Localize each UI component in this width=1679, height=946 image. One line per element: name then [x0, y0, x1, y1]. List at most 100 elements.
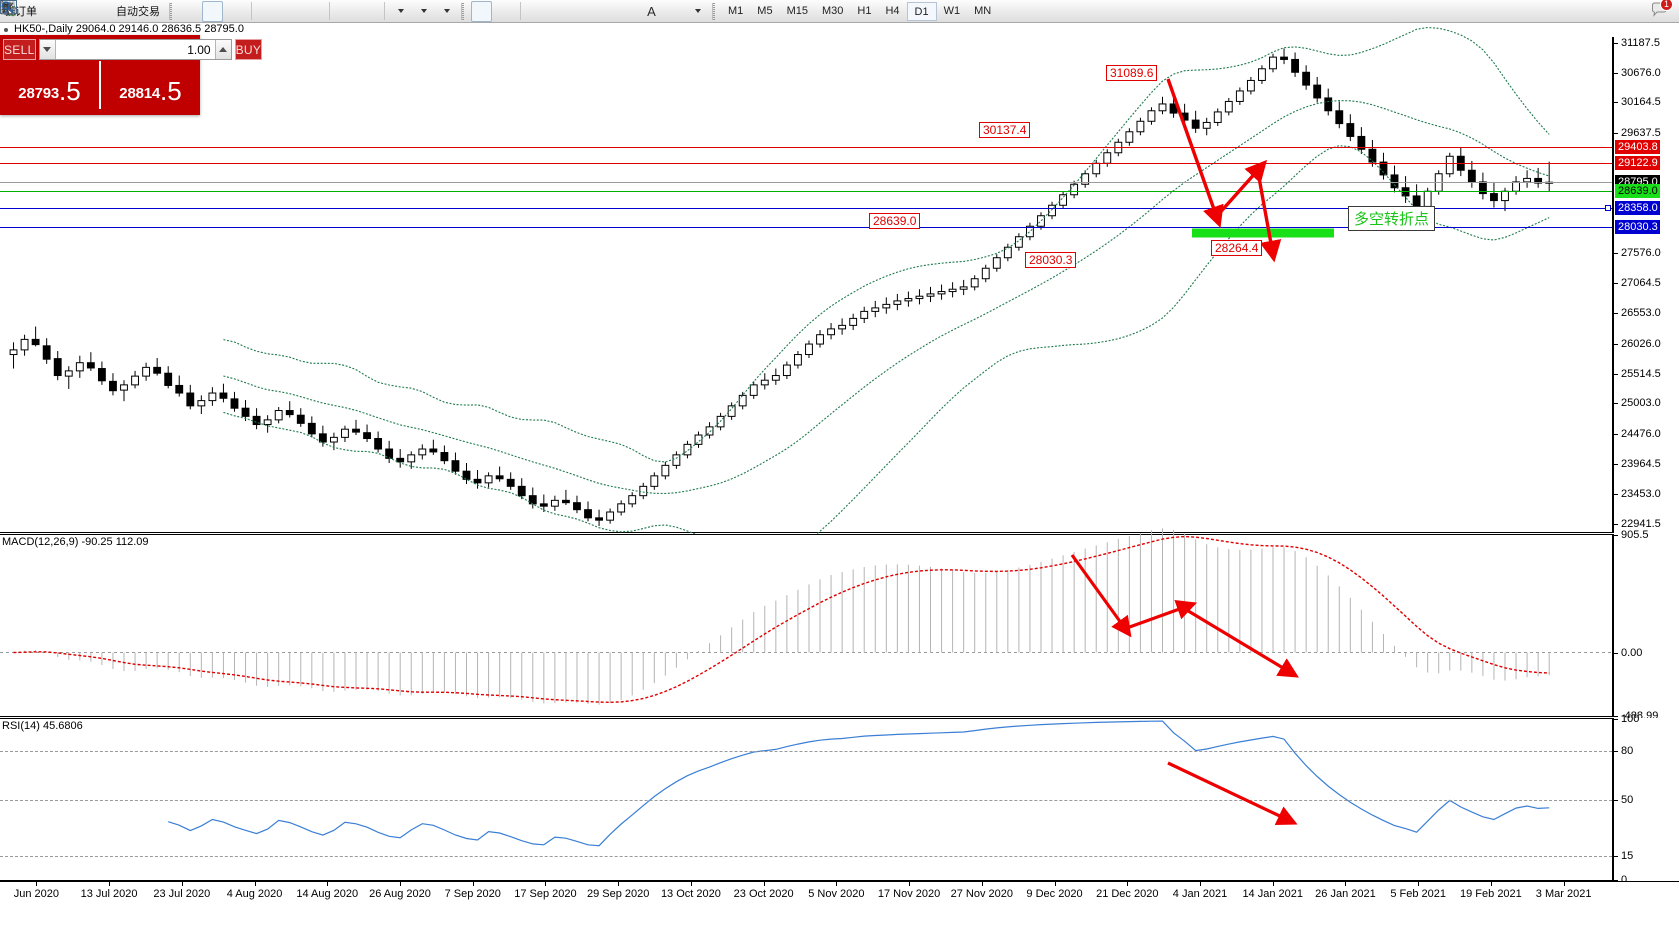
macd-axis[interactable]: 905.5 0.00 -488.99 — [1613, 529, 1679, 722]
price-level-tag-28030-3[interactable]: 28030.3 — [1615, 219, 1660, 234]
price-axis[interactable]: 31187.5 30676.0 30164.5 29637.5 27576.0 27064… — [1613, 37, 1679, 533]
price-tag-28264[interactable]: 28264.4 — [1211, 240, 1263, 256]
macd-pane[interactable]: MACD(12,26,9) -90.25 112.09 — [0, 528, 1613, 717]
price-level-tag-28358-0[interactable]: 28358.0 — [1615, 200, 1660, 215]
line-chart-button[interactable] — [1, 1, 246, 22]
one-click-trading-panel[interactable]: SELL BUY 28793 .5 28814 .5 — [0, 35, 263, 115]
price-tag-28639[interactable]: 28639.0 — [869, 213, 921, 229]
volume-input[interactable] — [55, 42, 215, 57]
toolbar-grip-1[interactable] — [169, 2, 175, 20]
price-level-line-29403-8[interactable] — [0, 146, 1612, 148]
drawing-overlay[interactable] — [0, 37, 1613, 533]
timeframe-m15[interactable]: M15 — [786, 4, 808, 17]
level-drag-handle[interactable] — [1605, 204, 1611, 211]
add-indicator-button[interactable] — [1, 0, 411, 22]
rsi-arrow-down — [1167, 761, 1298, 825]
vertical-line-tool-button[interactable] — [6, 1, 547, 22]
price-pane[interactable]: 多空转折点 31089.6 30137.4 28639.0 28030.3 28… — [0, 26, 1613, 555]
chart-header-text: HK50-,Daily 29064.0 29146.0 28636.5 2879… — [14, 23, 244, 35]
price-level-line-29122-9[interactable] — [0, 163, 1612, 165]
objects-dropdown-arrow[interactable] — [695, 9, 701, 13]
notification-count-badge: 1 — [1659, 0, 1673, 11]
rsi-drawing-overlay[interactable] — [0, 719, 1613, 880]
sell-price-display[interactable]: 28793 .5 — [0, 61, 99, 109]
macd-arrow-down-2 — [1184, 607, 1299, 678]
candlestick-chart-button[interactable] — [1, 0, 223, 22]
buy-price-decimal: .5 — [160, 75, 182, 106]
price-level-tag-29122-9[interactable]: 29122.9 — [1615, 156, 1660, 171]
text-label-tool-button[interactable]: T — [1, 1, 685, 22]
volume-decrement-button[interactable] — [39, 40, 56, 59]
period-dropdown-arrow[interactable] — [421, 9, 427, 13]
auto-scroll-button[interactable] — [1, 1, 379, 22]
timeframe-d1[interactable]: D1 — [906, 1, 937, 21]
volume-increment-button[interactable] — [214, 40, 231, 59]
price-tag-28030[interactable]: 28030.3 — [1025, 252, 1077, 268]
elliott-wave-tool-button[interactable]: E — [1, 1, 616, 22]
trend-arrow-down-2 — [1256, 171, 1282, 263]
text-icon: A — [647, 3, 656, 19]
chart-window: HK50-,Daily 29064.0 29146.0 28636.5 2879… — [0, 23, 1679, 946]
timeframe-m1[interactable]: M1 — [728, 4, 744, 17]
turning-point-annotation[interactable]: 多空转折点 — [1348, 206, 1436, 231]
price-tag-30137[interactable]: 30137.4 — [979, 122, 1031, 138]
rsi-pane[interactable]: RSI(14) 45.6806 — [0, 718, 1613, 881]
buy-price-display[interactable]: 28814 .5 — [99, 61, 200, 109]
crosshair-tool-button[interactable] — [2, 1, 515, 22]
chevron-up-icon — [219, 47, 228, 52]
tile-windows-button[interactable] — [0, 0, 324, 22]
toolbar-separator-2 — [329, 2, 330, 20]
rsi-plot — [168, 720, 1550, 847]
text-tool-button[interactable]: A — [641, 1, 662, 22]
shift-end-button[interactable] — [1, 1, 356, 22]
search-button[interactable] — [1, 1, 1642, 22]
price-level-line-28795-0[interactable] — [0, 182, 1612, 184]
volume-stepper[interactable] — [38, 39, 232, 60]
period-button[interactable] — [0, 0, 434, 22]
templates-dropdown-arrow[interactable] — [444, 9, 450, 13]
rsi-axis[interactable]: 100 80 50 15 0 — [1613, 713, 1679, 886]
cursor-tool-button[interactable] — [1, 0, 492, 22]
order-panel-quotes: 28793 .5 28814 .5 — [0, 61, 200, 109]
signals-button[interactable] — [0, 0, 111, 22]
timeframe-w1[interactable]: W1 — [943, 4, 961, 17]
price-tag-31089[interactable]: 31089.6 — [1106, 65, 1158, 81]
price-level-line-28358-0[interactable] — [0, 207, 1612, 209]
macd-arrow-down-1 — [1070, 554, 1132, 638]
timeframe-h4[interactable]: H4 — [885, 4, 900, 17]
zoom-in-button[interactable] — [1, 1, 278, 22]
notifications-button[interactable]: 1 — [1650, 0, 1673, 22]
svg-text:E: E — [12, 10, 17, 17]
main-toolbar: 新订单 — [0, 0, 1679, 23]
rsi-gridline-15 — [0, 855, 1612, 857]
zoom-out-button[interactable] — [1, 1, 301, 22]
macd-drawing-overlay[interactable] — [0, 535, 1613, 716]
timeframe-h1[interactable]: H1 — [857, 4, 872, 17]
trendline-tool-button[interactable] — [2, 1, 593, 22]
price-level-line-28030-3[interactable] — [0, 226, 1612, 228]
toolbar-separator-1 — [251, 2, 252, 20]
timeframe-m30[interactable]: M30 — [821, 4, 844, 17]
rsi-label: RSI(14) 45.6806 — [2, 720, 83, 732]
price-level-tag-28639-0[interactable]: 28639.0 — [1615, 184, 1660, 199]
print-button[interactable] — [0, 0, 88, 22]
bar-chart-button[interactable] — [1, 1, 200, 22]
auto-trading-button[interactable]: 自动交易 — [0, 0, 165, 22]
sell-button[interactable]: SELL — [3, 39, 36, 60]
toolbar-grip-3[interactable] — [712, 2, 718, 20]
price-level-line-28639-0[interactable] — [0, 191, 1612, 193]
timeframe-mn[interactable]: MN — [974, 4, 992, 17]
price-level-tag-29403-8[interactable]: 29403.8 — [1615, 139, 1660, 154]
templates-button[interactable] — [0, 0, 457, 22]
fibonacci-tool-button[interactable]: F — [2, 1, 639, 22]
objects-list-button[interactable] — [2, 1, 708, 22]
sell-price-integer: 28793 — [18, 85, 60, 102]
add-indicator-dropdown-arrow[interactable] — [398, 9, 404, 13]
toolbar-grip-2[interactable] — [461, 2, 467, 20]
wallet-button[interactable] — [0, 1, 65, 22]
time-axis[interactable]: Jun 2020 13 Jul 2020 23 Jul 2020 4 Aug 2020… — [0, 881, 1679, 946]
price-plot — [9, 26, 1554, 555]
timeframe-m5[interactable]: M5 — [757, 4, 773, 17]
buy-button[interactable]: BUY — [234, 39, 263, 60]
horizontal-line-tool-button[interactable] — [2, 1, 570, 22]
